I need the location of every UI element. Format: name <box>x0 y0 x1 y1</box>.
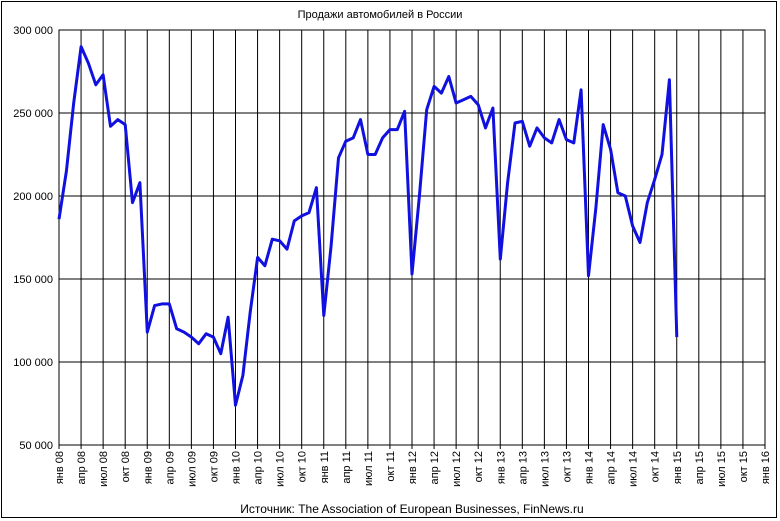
y-tick-label: 50 000 <box>19 440 53 452</box>
x-tick-label: янв 14 <box>584 451 596 484</box>
x-tick-label: апр 13 <box>517 451 529 484</box>
x-tick-label: янв 16 <box>760 451 772 484</box>
x-tick-label: янв 15 <box>672 451 684 484</box>
x-tick-label: окт 14 <box>650 451 662 482</box>
x-tick-label: окт 09 <box>208 451 220 482</box>
x-tick-label: июл 08 <box>98 451 110 487</box>
x-tick-label: янв 08 <box>54 451 66 484</box>
x-tick-label: июл 10 <box>275 451 287 487</box>
x-tick-label: янв 09 <box>142 451 154 484</box>
source-note: Источник: The Association of European Bu… <box>240 502 583 516</box>
y-tick-label: 150 000 <box>13 274 53 286</box>
x-tick-label: окт 08 <box>120 451 132 482</box>
vertical-gridlines <box>58 30 766 449</box>
x-tick-label: янв 10 <box>231 451 243 484</box>
x-tick-label: янв 13 <box>495 451 507 484</box>
x-tick-label: июл 09 <box>186 451 198 487</box>
x-tick-label: апр 14 <box>606 451 618 484</box>
chart-title: Продажи автомобилей в России <box>298 9 463 21</box>
x-tick-label: окт 10 <box>297 451 309 482</box>
x-tick-label: июл 11 <box>363 451 375 486</box>
x-tick-label: янв 11 <box>319 451 331 483</box>
x-tick-label: окт 13 <box>561 451 573 482</box>
y-tick-label: 300 000 <box>13 25 53 37</box>
x-tick-label: апр 09 <box>164 451 176 484</box>
y-tick-label: 100 000 <box>13 357 53 369</box>
x-tick-label: апр 11 <box>341 451 353 484</box>
x-tick-label: окт 15 <box>738 451 750 482</box>
x-axis-labels: янв 08 апр 08 июл 08 окт 08 янв 09 апр 09 июл … <box>54 451 772 487</box>
x-tick-label: июл 14 <box>628 451 640 487</box>
y-tick-label: 250 000 <box>13 108 53 120</box>
x-tick-label: янв 12 <box>407 451 419 484</box>
x-tick-label: июл 15 <box>716 451 728 487</box>
x-tick-label: апр 12 <box>429 451 441 484</box>
x-tick-label: окт 11 <box>385 451 397 482</box>
x-tick-label: апр 08 <box>76 451 88 484</box>
plot-area <box>58 29 766 446</box>
x-tick-label: апр 15 <box>694 451 706 484</box>
x-tick-label: апр 10 <box>253 451 265 484</box>
y-tick-label: 200 000 <box>13 191 53 203</box>
x-tick-label: июл 13 <box>539 451 551 487</box>
x-tick-label: окт 12 <box>473 451 485 482</box>
sales-series-line <box>57 45 679 407</box>
x-tick-label: июл 12 <box>451 451 463 487</box>
y-axis-labels: 50 000 100 000 150 000 200 000 250 000 300 00… <box>13 25 53 452</box>
